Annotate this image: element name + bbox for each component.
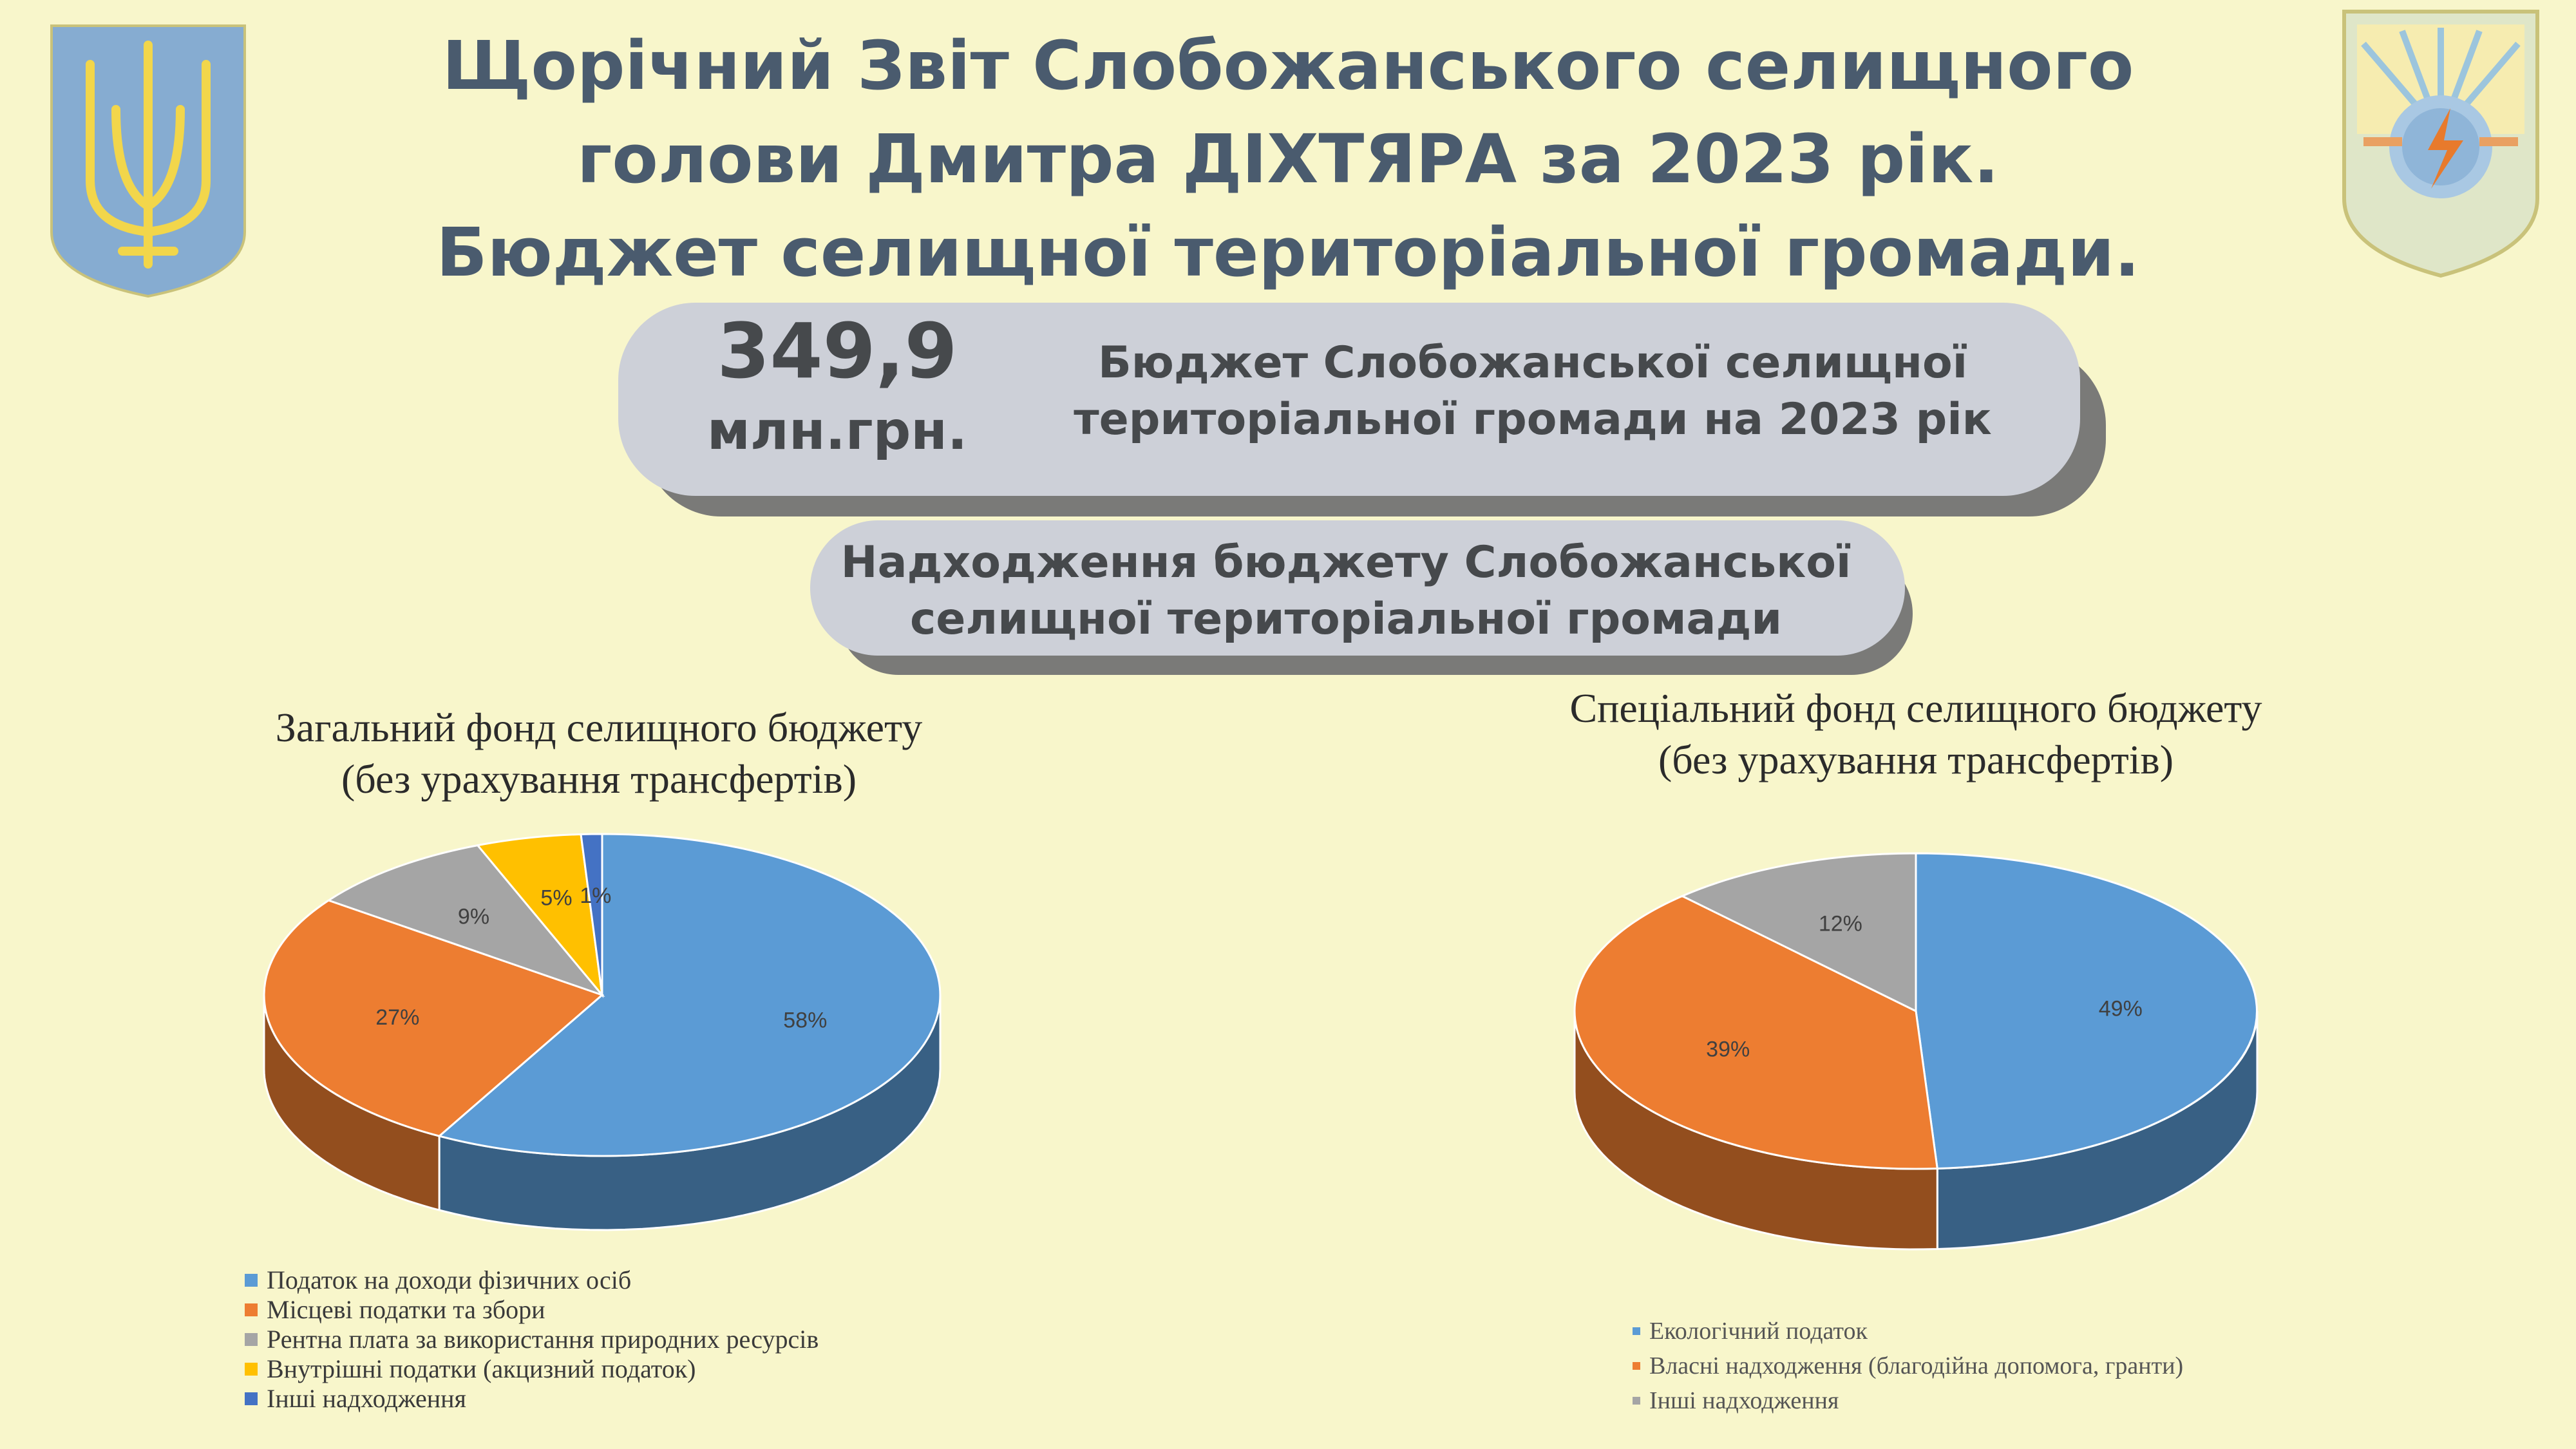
- chart-1-data-label-2: 27%: [375, 1005, 419, 1030]
- chart-1-data-label-1: 58%: [783, 1009, 827, 1033]
- chart-2-data-label-3: 12%: [1819, 911, 1862, 936]
- legend-label: Рентна плата за використання природних р…: [267, 1325, 819, 1354]
- chart-2-legend: Екологічний податок Власні надходження (б…: [1633, 1314, 2183, 1418]
- income-label-line-1: Надходження бюджету Слобожанської: [840, 537, 1852, 588]
- legend-swatch: [245, 1363, 258, 1376]
- income-label: Надходження бюджету Слобожанської селищн…: [818, 535, 1874, 648]
- chart-1-legend: Податок на доходи фізичних осіб Місцеві п…: [245, 1265, 819, 1414]
- budget-total: 349,9 млн.грн.: [631, 309, 1043, 470]
- community-emblem-icon: [2342, 10, 2539, 278]
- chart-1-title-line-1: Загальний фонд селищного бюджету: [275, 705, 923, 750]
- income-pill: [810, 520, 1905, 656]
- chart-1-slice-4: [475, 833, 604, 998]
- legend-swatch: [1633, 1327, 1640, 1335]
- chart-2-slice-3: [1680, 852, 1917, 1013]
- legend-swatch: [1633, 1362, 1640, 1370]
- legend-label: Інші надходження: [1649, 1387, 1839, 1414]
- budget-label-line-1: Бюджет Слобожанської селищної: [1097, 337, 1968, 388]
- chart-1-data-label-5: 1%: [580, 884, 611, 908]
- chart-2-legend-item-2: Власні надходження (благодійна допомога,…: [1633, 1349, 2183, 1383]
- page-title: Щорічний Звіт Слобожанського селищного г…: [361, 19, 2215, 299]
- chart-1-slice-3: [326, 844, 605, 998]
- chart-1-data-label-4: 5%: [540, 886, 572, 911]
- chart-1-legend-item-2: Місцеві податки та збори: [245, 1295, 819, 1325]
- chart-2-title: Спеціальний фонд селищного бюджету (без …: [1481, 683, 2351, 786]
- chart-2-title-line-2: (без урахування трансфертів): [1658, 737, 2174, 782]
- chart-2-legend-item-1: Екологічний податок: [1633, 1314, 2183, 1349]
- income-label-line-2: селищної територіальної громади: [909, 594, 1783, 645]
- chart-2-slice-1: [1915, 852, 2258, 1170]
- legend-label: Місцеві податки та збори: [267, 1295, 545, 1324]
- chart-2-title-line-1: Спеціальний фонд селищного бюджету: [1569, 685, 2262, 731]
- legend-swatch: [245, 1333, 258, 1346]
- chart-2-slice-2: [1573, 895, 1939, 1170]
- chart-1-title-line-2: (без урахування трансфертів): [341, 756, 857, 802]
- legend-swatch: [245, 1303, 258, 1316]
- chart-1-slice-1: [437, 833, 942, 1157]
- chart-1-legend-item-1: Податок на доходи фізичних осіб: [245, 1265, 819, 1295]
- title-line-1: Щорічний Звіт Слобожанського селищного: [442, 26, 2134, 105]
- budget-pill: [618, 303, 2080, 496]
- chart-1-legend-item-3: Рентна плата за використання природних р…: [245, 1325, 819, 1354]
- legend-label: Інші надходження: [267, 1384, 466, 1413]
- chart-2-data-label-1: 49%: [2099, 996, 2143, 1021]
- chart-1-slice-5: [580, 833, 603, 996]
- legend-swatch: [245, 1392, 258, 1405]
- budget-unit: млн.грн.: [706, 401, 968, 462]
- legend-label: Внутрішні податки (акцизний податок): [267, 1354, 696, 1383]
- chart-1-legend-item-4: Внутрішні податки (акцизний податок): [245, 1354, 819, 1384]
- legend-swatch: [1633, 1397, 1640, 1405]
- budget-value: 349,9: [717, 307, 958, 395]
- budget-label: Бюджет Слобожанської селищної територіал…: [1018, 335, 2048, 448]
- chart-1-title: Загальний фонд селищного бюджету (без ур…: [180, 702, 1018, 805]
- legend-label: Екологічний податок: [1649, 1318, 1868, 1345]
- title-line-2: голови Дмитра ДІХТЯРА за 2023 рік.: [576, 120, 2000, 198]
- title-line-3: Бюджет селищної територіальної громади.: [436, 213, 2140, 292]
- legend-swatch: [245, 1274, 258, 1287]
- chart-2-data-label-2: 39%: [1706, 1037, 1750, 1061]
- chart-1-slice-2: [263, 899, 604, 1137]
- chart-1-data-label-3: 9%: [458, 905, 489, 929]
- legend-label: Податок на доходи фізичних осіб: [267, 1265, 632, 1294]
- chart-2-legend-item-3: Інші надходження: [1633, 1383, 2183, 1418]
- budget-label-line-2: територіальної громади на 2023 рік: [1074, 394, 1992, 445]
- legend-label: Власні надходження (благодійна допомога,…: [1649, 1352, 2184, 1379]
- chart-1-legend-item-5: Інші надходження: [245, 1384, 819, 1414]
- ukraine-coat-of-arms-icon: [50, 24, 246, 298]
